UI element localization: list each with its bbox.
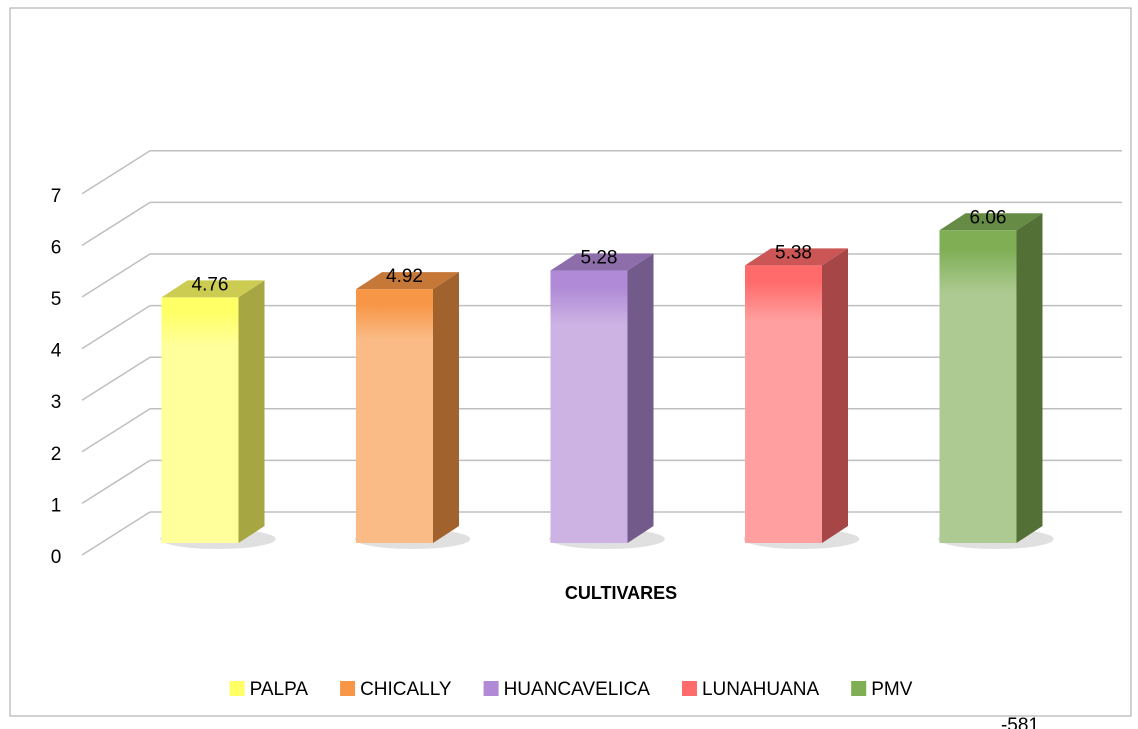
bar bbox=[161, 297, 239, 543]
data-label: 6.06 bbox=[970, 207, 1007, 228]
legend-swatch bbox=[229, 681, 245, 696]
grid-line-side bbox=[81, 253, 151, 298]
bar-top bbox=[550, 253, 654, 271]
bar-side bbox=[1016, 213, 1043, 543]
bar-top bbox=[161, 280, 265, 298]
y-tick-label: 3 bbox=[51, 392, 62, 413]
bar-side bbox=[627, 253, 654, 543]
grid-line-side bbox=[81, 304, 151, 350]
y-tick-label: 0 bbox=[51, 547, 62, 568]
legend-swatch bbox=[483, 681, 499, 696]
y-tick-label: 6 bbox=[51, 237, 62, 258]
legend-label: PALPA bbox=[250, 679, 309, 700]
bar bbox=[356, 289, 433, 543]
data-label: 4.76 bbox=[192, 274, 229, 295]
bar bbox=[745, 265, 822, 543]
bar-top bbox=[356, 272, 459, 290]
bar-top bbox=[745, 248, 848, 266]
bar bbox=[939, 230, 1017, 543]
bar-side bbox=[238, 280, 265, 543]
grid-line-side bbox=[81, 150, 151, 195]
grid-line-side bbox=[81, 511, 151, 556]
x-axis-label: CULTIVARES bbox=[565, 583, 677, 603]
legend-swatch bbox=[851, 681, 867, 696]
y-tick-label: 2 bbox=[51, 444, 62, 465]
bar bbox=[550, 270, 628, 543]
data-label: 5.28 bbox=[581, 248, 618, 269]
data-label: 5.38 bbox=[775, 242, 812, 263]
y-tick-label: 5 bbox=[51, 289, 62, 310]
page-number: -581 bbox=[1001, 715, 1039, 729]
legend-label: CHICALLY bbox=[360, 679, 452, 700]
grid-line-side bbox=[81, 408, 151, 453]
y-tick-label: 4 bbox=[51, 341, 62, 362]
legend-label: HUANCAVELICA bbox=[504, 679, 651, 700]
bar-side bbox=[822, 248, 848, 543]
data-label: 4.92 bbox=[386, 266, 423, 287]
y-tick-label: 7 bbox=[51, 186, 62, 207]
legend-swatch bbox=[681, 681, 697, 696]
bar-side bbox=[433, 272, 459, 543]
grid-line-side bbox=[81, 356, 151, 401]
legend-swatch bbox=[340, 681, 356, 696]
grid-line-side bbox=[81, 201, 151, 247]
y-tick-label: 1 bbox=[51, 495, 62, 516]
legend-label: LUNAHUANA bbox=[702, 679, 820, 700]
legend-label: PMV bbox=[871, 679, 913, 700]
grid-line-side bbox=[81, 459, 151, 505]
bar-top bbox=[939, 213, 1043, 231]
